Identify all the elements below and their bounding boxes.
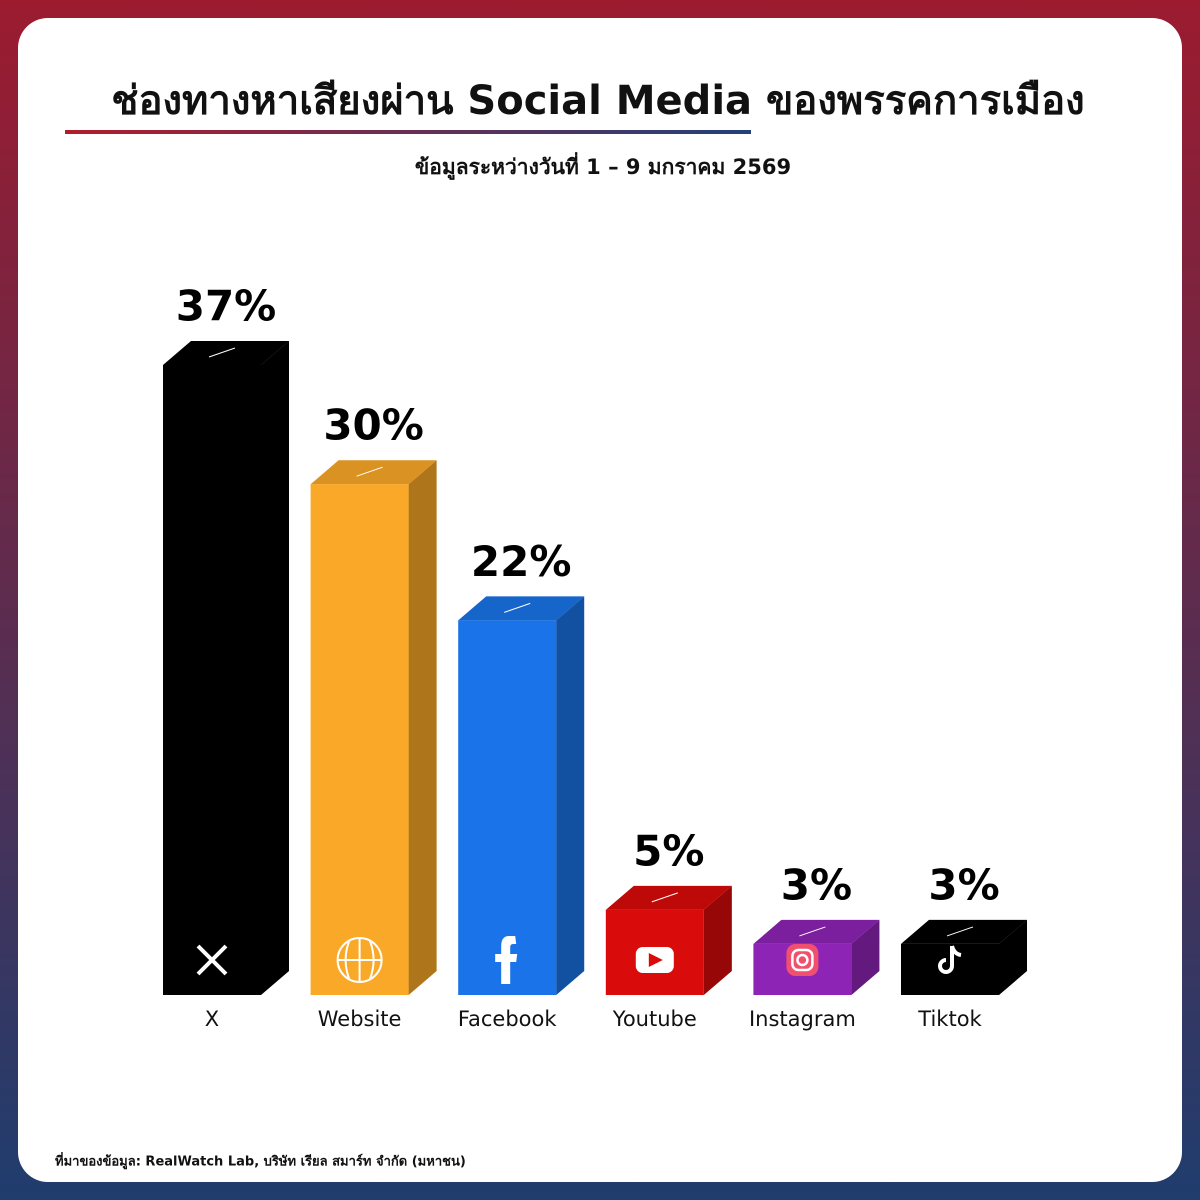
bar-side <box>703 885 732 995</box>
card <box>18 18 1182 1182</box>
bar-side-shade <box>556 596 585 995</box>
bar-group: 3% Instagram <box>749 860 880 1031</box>
value-label: 5% <box>633 826 704 875</box>
bar-top-shade <box>605 885 732 910</box>
bar-highlight <box>208 347 236 358</box>
icon-tiktok <box>938 945 962 974</box>
bar-group: 22% Facebook <box>458 537 585 1031</box>
x-tick-label: Website <box>318 1007 402 1031</box>
bar-group: 30% Website <box>310 401 437 1031</box>
value-label: 37% <box>176 282 277 331</box>
bar <box>163 365 261 995</box>
bar-highlight <box>504 602 531 613</box>
source-note: ที่มาของข้อมูล: RealWatch Lab, บริษัท เร… <box>55 1152 466 1170</box>
bar-highlight <box>799 926 826 937</box>
bar-top-shade <box>753 919 880 944</box>
bar-group: 3% Tiktok <box>901 860 1027 1031</box>
icon-x <box>196 944 228 976</box>
x-tick-label: Tiktok <box>917 1007 982 1031</box>
icon-instagram-lens <box>796 953 809 967</box>
bar-side <box>556 596 585 995</box>
chart-title: ช่องทางหาเสียงผ่าน Social Media ของพรรคก… <box>111 78 1084 124</box>
value-label: 3% <box>781 860 852 909</box>
title-underline <box>65 130 751 134</box>
bar-highlight <box>946 926 974 937</box>
bar-group: 37% X <box>163 282 289 1031</box>
bar <box>458 620 557 995</box>
bar-side <box>261 341 289 995</box>
bar-top <box>163 341 289 365</box>
bar-top-shade <box>458 596 585 621</box>
bar-top <box>753 919 880 944</box>
value-label: 3% <box>928 860 999 909</box>
bar-side <box>851 919 880 995</box>
bar <box>310 484 409 995</box>
bar-side-shade <box>261 341 289 995</box>
bar-top <box>605 885 732 910</box>
x-tick-label: X <box>205 1007 219 1031</box>
icon-instagram-frame <box>791 948 814 972</box>
x-tick-label: Youtube <box>612 1007 697 1031</box>
bar-side-shade <box>999 919 1027 995</box>
bar-side-shade <box>703 885 732 995</box>
bar-group: 5% Youtube <box>605 826 732 1031</box>
value-label: 22% <box>471 537 572 586</box>
bar-side-shade <box>851 919 880 995</box>
bars: 37% X 30% Website 22% Facebook 5% Youtube 3% Inst… <box>163 282 1027 1031</box>
bar-side-shade <box>408 460 437 995</box>
bar-top-shade <box>901 919 1027 944</box>
bar-side <box>999 919 1027 995</box>
icon-globe-lines <box>337 938 382 982</box>
bar-side <box>408 460 437 995</box>
bar-highlight <box>356 466 383 477</box>
bar-top <box>310 460 437 485</box>
chart-subtitle: ข้อมูลระหว่างวันที่ 1 – 9 มกราคม 2569 <box>415 151 791 181</box>
bar-highlight <box>651 892 678 903</box>
bar-top-shade <box>310 460 437 485</box>
icon-facebook <box>495 936 518 984</box>
value-label: 30% <box>323 401 424 450</box>
x-tick-label: Instagram <box>749 1007 856 1031</box>
x-tick-label: Facebook <box>458 1007 558 1031</box>
bar-top <box>458 596 585 621</box>
icon-youtube-play <box>648 953 663 967</box>
bar-top-shade <box>163 341 289 365</box>
bar-top <box>901 919 1027 944</box>
